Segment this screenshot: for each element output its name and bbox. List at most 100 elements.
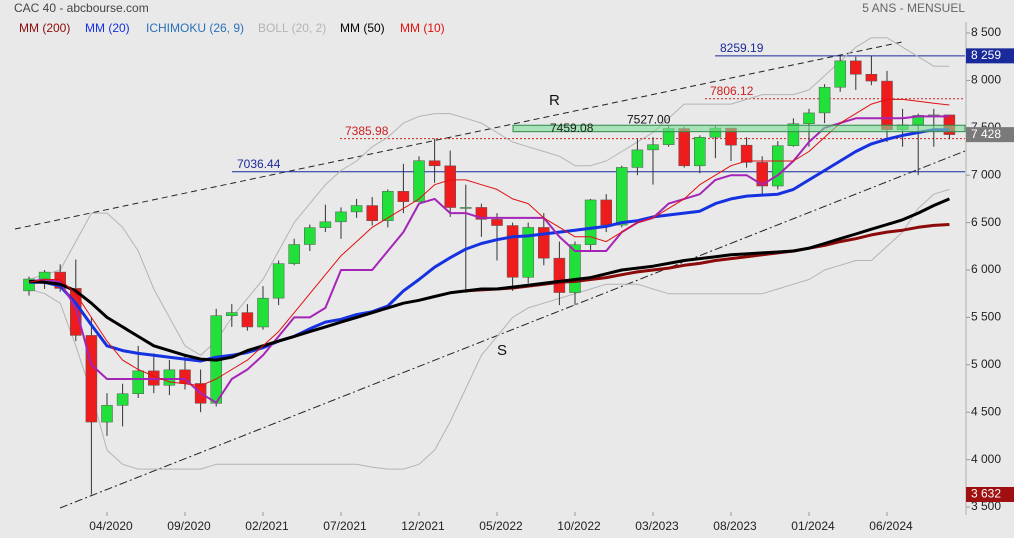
candle-body (756, 162, 768, 187)
candle-body (132, 370, 144, 394)
candle-body (522, 227, 534, 278)
level-label: 7385.98 (345, 124, 389, 138)
level-label: 7036.44 (237, 157, 281, 171)
candle-body (241, 312, 254, 328)
candle-body (272, 263, 285, 299)
candle-body (319, 221, 332, 228)
candle-body (772, 145, 784, 187)
series-line (28, 37, 950, 356)
candle-body (163, 369, 176, 386)
y-tick-label: 8 500 (971, 25, 1001, 39)
candle-body (116, 393, 129, 406)
x-tick-label: 08/2023 (713, 519, 757, 533)
y-tick-label: 8 000 (971, 73, 1001, 87)
candle-body (428, 160, 441, 167)
zone-label: 7527.00 (627, 112, 671, 126)
candle-body (850, 60, 862, 75)
candle-body (413, 160, 425, 202)
x-tick-label: 07/2021 (323, 519, 367, 533)
candle-body (475, 207, 488, 220)
plot-area (14, 41, 966, 509)
y-tick-label: 6 000 (971, 262, 1001, 276)
candle-body (350, 205, 363, 213)
x-tick-label: 02/2021 (245, 519, 289, 533)
candle-body (335, 211, 347, 223)
chart-title: CAC 40 - abcbourse.com (14, 1, 149, 15)
y-tick-label: 3 500 (971, 499, 1001, 513)
candle-body (460, 207, 472, 209)
legend-entry: MM (50) (340, 21, 385, 35)
candle-body (740, 144, 753, 163)
price-tag-label: 7 428 (971, 127, 1001, 141)
candle-body (304, 227, 316, 245)
series-line (28, 197, 950, 362)
candle-body (865, 73, 878, 82)
chart-subtitle: 5 ANS - MENSUEL (862, 1, 965, 15)
x-tick-label: 04/2020 (89, 519, 133, 533)
y-tick-label: 5 000 (971, 357, 1001, 371)
candle-body (818, 86, 831, 114)
x-tick-label: 09/2020 (167, 519, 211, 533)
candle-body (85, 335, 98, 423)
legend-entry: ICHIMOKU (26, 9) (146, 21, 244, 35)
candle-body (257, 297, 269, 328)
candle-body (569, 244, 581, 293)
level-label: 7806.12 (710, 84, 754, 98)
price-tag (966, 127, 1014, 143)
legend-entry: BOLL (20, 2) (258, 21, 326, 35)
candle-body (803, 112, 815, 124)
annotation: S (497, 342, 507, 359)
candle-body (23, 278, 35, 292)
series-line (28, 188, 950, 470)
candle-body (54, 271, 66, 289)
candle-body (553, 257, 566, 293)
candle-body (288, 244, 300, 264)
price-tag-label: 8 259 (971, 48, 1001, 62)
y-tick-label: 5 500 (971, 310, 1001, 324)
resistance-trendline (14, 41, 903, 230)
candle-body (366, 205, 378, 221)
y-tick-label: 6 500 (971, 215, 1001, 229)
x-tick-label: 06/2024 (869, 519, 913, 533)
candle-body (787, 123, 800, 146)
price-tag (966, 48, 1014, 64)
candle-body (881, 80, 893, 131)
legend-entry: MM (200) (19, 21, 70, 35)
candle-body (631, 149, 644, 168)
candle-body (444, 165, 456, 208)
candle-body (506, 225, 519, 278)
candle-body (584, 199, 597, 245)
x-tick-label: 03/2023 (635, 519, 679, 533)
price-tag-label: 3 632 (971, 487, 1001, 501)
candle-body (101, 405, 113, 423)
legend-entry: MM (10) (400, 21, 445, 35)
x-tick-label: 05/2022 (479, 519, 523, 533)
candle-body (538, 227, 550, 259)
series-line (29, 128, 950, 363)
candle-body (491, 219, 503, 226)
level-label: 8259.19 (720, 41, 764, 55)
candle-body (382, 191, 394, 221)
support-trendline (59, 150, 966, 509)
x-tick-label: 01/2024 (791, 519, 835, 533)
candle-body (678, 128, 690, 167)
candle-body (38, 271, 51, 280)
series-line (28, 115, 950, 404)
series-line (28, 98, 950, 387)
candle-body (616, 167, 628, 226)
zone-label: 7459.08 (550, 121, 594, 135)
legend-entry: MM (20) (85, 21, 130, 35)
x-tick-label: 12/2021 (401, 519, 445, 533)
y-tick-label: 7 000 (971, 167, 1001, 181)
zone (512, 124, 966, 133)
candle-body (397, 191, 410, 202)
price-tag (966, 486, 1014, 502)
annotation: R (549, 92, 560, 109)
candle-body (694, 137, 706, 167)
y-tick-label: 4 000 (971, 452, 1001, 466)
candle-body (600, 199, 612, 226)
candle-body (226, 312, 238, 316)
y-tick-label: 4 500 (971, 404, 1001, 418)
